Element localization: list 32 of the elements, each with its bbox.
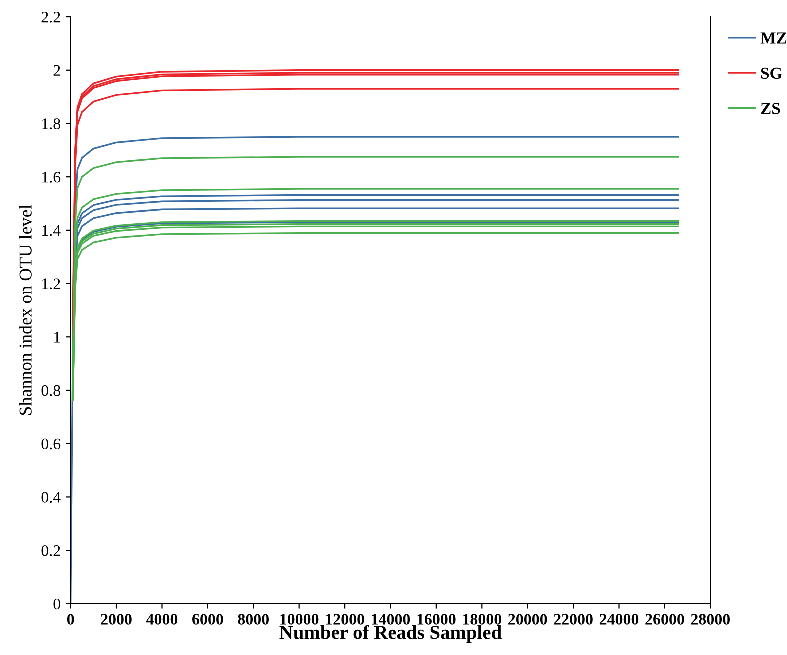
x-tick-label: 24000 <box>600 614 639 625</box>
x-axis-title: Number of Reads Sampled <box>280 625 502 644</box>
y-tick-label: 2.2 <box>42 12 60 23</box>
legend-label: MZ <box>760 32 787 44</box>
x-tick-label: 10000 <box>280 614 319 625</box>
x-tick-label: 12000 <box>326 614 364 625</box>
x-tick-label: 20000 <box>508 614 548 625</box>
x-tick-label: 26000 <box>646 614 684 625</box>
y-tick-label: 0.8 <box>42 385 60 396</box>
x-tick-label: 28000 <box>691 614 730 625</box>
y-tick-label: 1 <box>54 332 60 343</box>
legend-label: SG <box>761 68 782 80</box>
x-tick-label: 18000 <box>463 614 502 625</box>
y-tick-label: 1.2 <box>42 278 60 290</box>
y-tick-label: 0.2 <box>42 545 60 556</box>
x-tick-label: 8000 <box>238 614 269 625</box>
x-tick-label: 6000 <box>192 614 224 625</box>
y-tick-label: 2 <box>54 65 60 76</box>
x-tick-label: 14000 <box>372 614 410 625</box>
y-tick-label: 1.8 <box>42 118 60 130</box>
y-tick-label: 0 <box>54 598 60 610</box>
y-axis-title: Shannon index on OTU level <box>19 205 32 416</box>
y-tick-label: 0.4 <box>42 492 61 503</box>
y-tick-label: 1.6 <box>42 172 61 183</box>
y-tick-label: 1.4 <box>42 225 61 236</box>
legend-label: ZS <box>761 103 780 114</box>
x-tick-label: 4000 <box>146 614 178 625</box>
x-tick-label: 16000 <box>418 614 456 625</box>
x-tick-label: 0 <box>67 614 74 625</box>
x-tick-label: 2000 <box>101 614 132 625</box>
y-tick-label: 0.6 <box>42 438 61 450</box>
x-tick-label: 22000 <box>554 614 593 625</box>
